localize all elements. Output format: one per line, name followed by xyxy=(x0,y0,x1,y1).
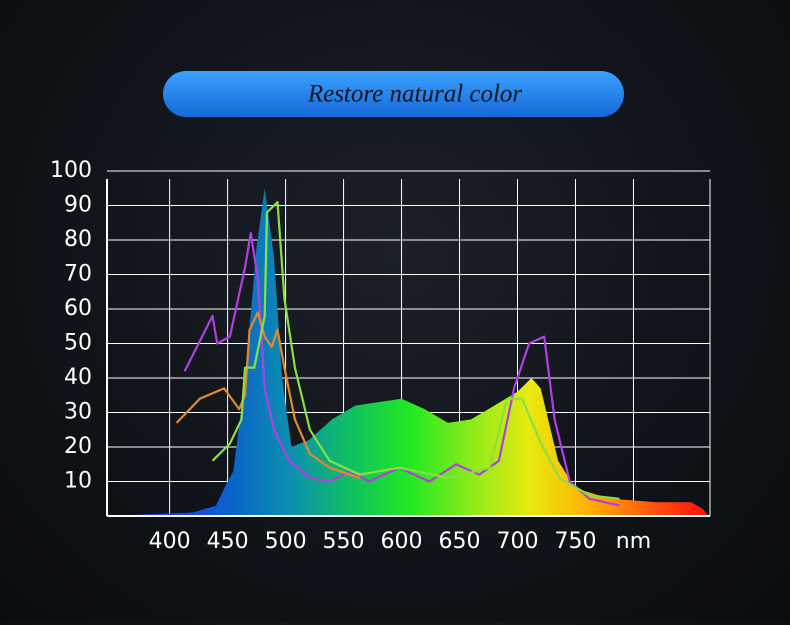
series-line xyxy=(211,201,620,500)
y-tick-label: 30 xyxy=(64,400,92,425)
x-tick-label: 550 xyxy=(323,529,365,554)
y-tick-label: 70 xyxy=(64,262,92,287)
y-tick-label: 90 xyxy=(64,193,92,218)
series-line xyxy=(183,232,620,507)
chart-title: Restore natural color xyxy=(307,81,523,108)
plot-area xyxy=(106,170,711,517)
x-tick-label: 750 xyxy=(554,529,596,554)
x-tick-label: 400 xyxy=(149,529,191,554)
y-tick-label: 50 xyxy=(64,331,92,356)
x-tick-label: nm xyxy=(616,529,651,554)
x-tick-label: 650 xyxy=(439,529,481,554)
y-tick-label: 80 xyxy=(64,227,92,252)
y-tick-label: 60 xyxy=(64,296,92,321)
y-tick-label: 40 xyxy=(64,365,92,390)
spectrum-area xyxy=(111,188,709,517)
title-banner xyxy=(163,71,624,117)
x-tick-label: 700 xyxy=(497,529,539,554)
x-tick-label: 600 xyxy=(381,529,423,554)
x-tick-label: 500 xyxy=(265,529,307,554)
y-tick-label: 20 xyxy=(64,434,92,459)
y-tick-label: 100 xyxy=(50,158,92,183)
y-tick-label: 10 xyxy=(64,469,92,494)
series-line xyxy=(175,311,361,480)
x-tick-label: 450 xyxy=(207,529,249,554)
